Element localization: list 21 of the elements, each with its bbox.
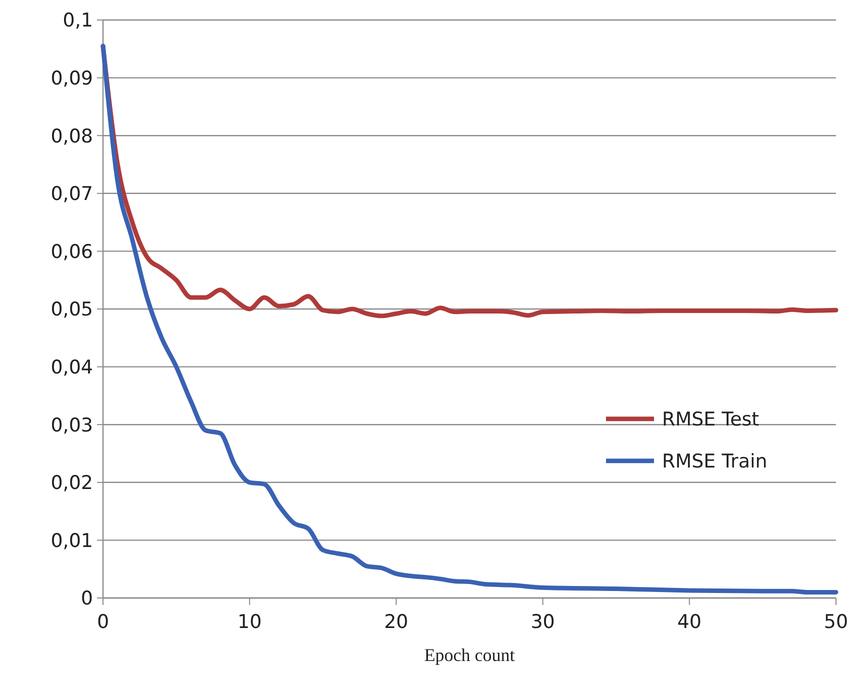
y-tick-label: 0,09: [50, 67, 93, 90]
x-tick-label: 30: [530, 611, 555, 633]
y-tick-label: 0,08: [50, 125, 93, 148]
legend-label: RMSE Train: [662, 450, 768, 472]
y-tick-label: 0,03: [50, 414, 93, 436]
y-tick-label: 0,04: [50, 356, 93, 378]
x-tick-label: 50: [824, 611, 848, 633]
x-tick-label: 20: [384, 611, 408, 633]
x-tick-label: 0: [96, 611, 110, 633]
x-tick-label: 10: [238, 611, 262, 633]
x-tick-label: 40: [677, 611, 702, 633]
y-tick-label: 0,07: [50, 183, 93, 206]
y-tick-label: 0,02: [50, 472, 93, 494]
x-axis-title: Epoch count: [424, 645, 515, 665]
line-series: [100, 44, 838, 594]
y-tick-label: 0,06: [50, 240, 93, 263]
y-tick-label: 0: [80, 588, 93, 610]
legend-label: RMSE Test: [662, 408, 760, 430]
y-tick-label: 0,01: [50, 530, 93, 552]
y-tick-label: 0,05: [50, 298, 93, 321]
y-tick-label: 0,1: [62, 10, 93, 32]
